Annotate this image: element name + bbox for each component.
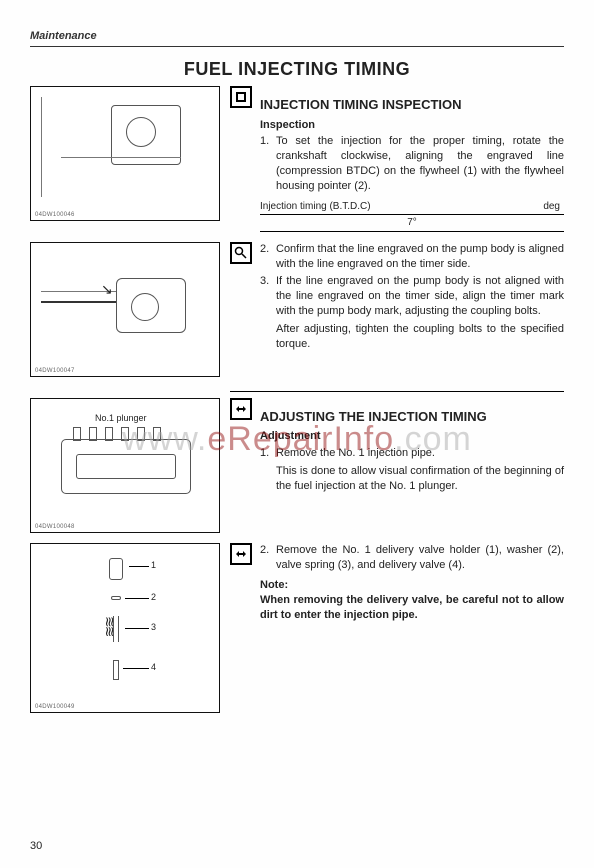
figure-label: No.1 plunger xyxy=(93,413,149,423)
step-text: To set the injection for the proper timi… xyxy=(276,134,564,193)
inspection-step: 2. Confirm that the line engraved on the… xyxy=(260,242,564,272)
callout-label: 2 xyxy=(151,592,156,602)
note-heading: Note: xyxy=(260,578,564,593)
spec-unit: deg xyxy=(543,200,560,214)
adjusting-step: 1. Remove the No. 1 injection pipe. xyxy=(260,446,564,461)
figure-caption: 04DW100048 xyxy=(35,524,75,530)
header-rule xyxy=(30,46,564,47)
figure-caption: 04DW100047 xyxy=(35,368,75,374)
step-text: Confirm that the line engraved on the pu… xyxy=(276,242,564,272)
step-number: 1. xyxy=(260,134,276,193)
step-note: This is done to allow visual confirmatio… xyxy=(276,464,564,494)
section-divider xyxy=(230,391,564,392)
step-text: Remove the No. 1 delivery valve holder (… xyxy=(276,543,564,573)
disassemble-icon xyxy=(230,543,252,565)
inspection-heading: INJECTION TIMING INSPECTION xyxy=(260,96,564,114)
spec-table: Injection timing (B.T.D.C) deg 7° xyxy=(260,200,564,232)
page-title: FUEL INJECTING TIMING xyxy=(30,59,564,80)
figure-plunger: No.1 plunger 04DW100048 xyxy=(30,398,220,533)
figure-caption: 04DW100049 xyxy=(35,704,75,710)
spec-value: 7° xyxy=(260,215,564,232)
callout-label: 1 xyxy=(151,560,156,570)
after-adjust-text: After adjusting, tighten the coupling bo… xyxy=(276,322,564,352)
spec-label: Injection timing (B.T.D.C) xyxy=(260,200,371,214)
callout-label: 3 xyxy=(151,622,156,632)
step-number: 3. xyxy=(260,274,276,319)
inspection-step: 3. If the line engraved on the pump body… xyxy=(260,274,564,319)
step-text: Remove the No. 1 injection pipe. xyxy=(276,446,564,461)
adjusting-step: 2. Remove the No. 1 delivery valve holde… xyxy=(260,543,564,573)
figure-flywheel: 04DW100046 xyxy=(30,86,220,221)
inspection-subhead: Inspection xyxy=(260,118,564,133)
step-number: 2. xyxy=(260,242,276,272)
note-body: When removing the delivery valve, be car… xyxy=(260,593,564,623)
page-number: 30 xyxy=(30,840,42,852)
figure-delivery-valve: 1 2 ≋≋ 3 4 04DW100049 xyxy=(30,543,220,713)
disassemble-icon xyxy=(230,398,252,420)
header-section-label: Maintenance xyxy=(30,30,97,42)
inspection-step: 1. To set the injection for the proper t… xyxy=(260,134,564,193)
page-header: Maintenance xyxy=(30,30,564,47)
step-number: 2. xyxy=(260,543,276,573)
check-icon xyxy=(230,242,252,264)
adjusting-subhead: Adjustment xyxy=(260,429,564,444)
figure-caption: 04DW100046 xyxy=(35,212,75,218)
inspection-icon xyxy=(230,86,252,108)
adjusting-heading: ADJUSTING THE INJECTION TIMING xyxy=(260,408,564,426)
step-number: 1. xyxy=(260,446,276,461)
figure-pump-body: ↘ 04DW100047 xyxy=(30,242,220,377)
callout-label: 4 xyxy=(151,662,156,672)
step-text: If the line engraved on the pump body is… xyxy=(276,274,564,319)
